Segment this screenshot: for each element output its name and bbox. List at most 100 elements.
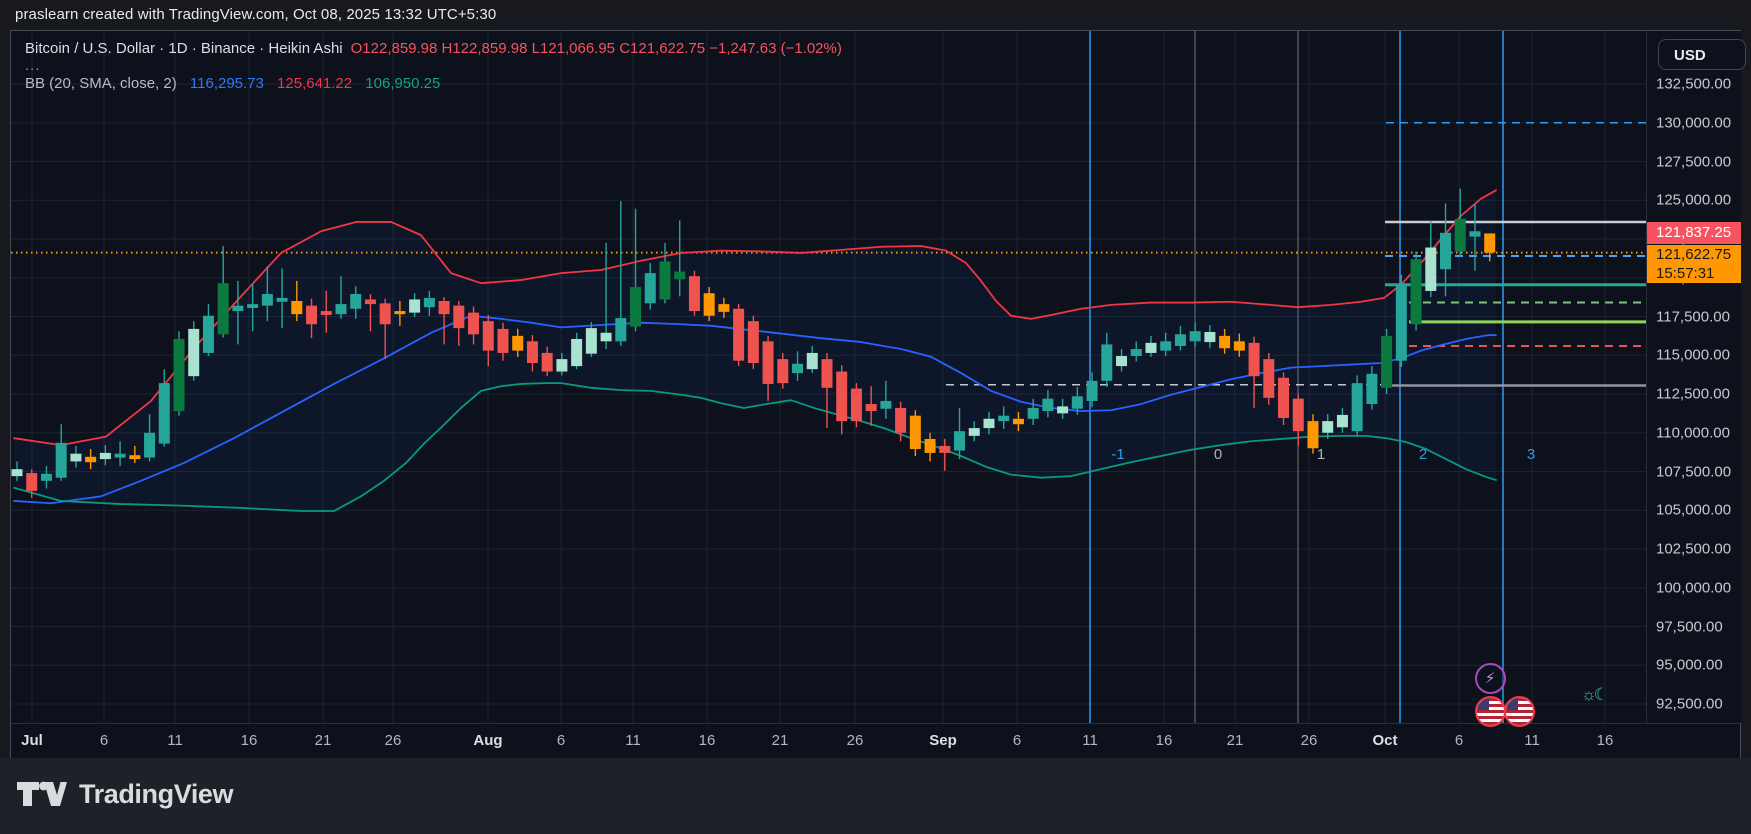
candle[interactable] xyxy=(718,297,730,319)
candle[interactable] xyxy=(998,406,1010,429)
candle[interactable] xyxy=(880,380,892,419)
candle[interactable] xyxy=(644,263,656,310)
candle[interactable] xyxy=(1322,414,1334,439)
candle[interactable] xyxy=(1248,336,1260,408)
candle[interactable] xyxy=(40,466,52,489)
candle[interactable] xyxy=(1130,341,1142,362)
candle[interactable] xyxy=(1263,352,1275,405)
bb-indicator-label[interactable]: BB (20, SMA, close, 2) xyxy=(25,75,177,92)
candle[interactable] xyxy=(129,445,141,463)
candle[interactable] xyxy=(1233,333,1245,357)
candle[interactable] xyxy=(1189,322,1201,347)
candle[interactable] xyxy=(1101,332,1113,388)
price-axis[interactable]: USD 121,837.25 121,622.75 15:57:31 132,5… xyxy=(1646,31,1746,723)
candle[interactable] xyxy=(55,424,67,481)
candle[interactable] xyxy=(1292,393,1304,446)
sun-moon-icon[interactable]: ☼☾ xyxy=(1581,685,1609,704)
candle[interactable] xyxy=(688,270,700,316)
candle[interactable] xyxy=(1425,221,1437,298)
candle[interactable] xyxy=(762,335,774,401)
candle[interactable] xyxy=(983,411,995,435)
symbol-title-row[interactable]: Bitcoin / U.S. Dollar · 1D · Binance · H… xyxy=(25,38,842,59)
candle[interactable] xyxy=(939,438,951,471)
candle[interactable] xyxy=(291,280,303,322)
candle[interactable] xyxy=(1012,411,1024,432)
candle[interactable] xyxy=(70,445,82,468)
chart-plot-area[interactable]: -1 0 1 2 3 Bitcoin / U.S. Dollar · 1D · Bina… xyxy=(11,31,1646,727)
candle[interactable] xyxy=(247,283,259,332)
candle[interactable] xyxy=(541,346,553,377)
lightning-event-icon[interactable]: ⚡ xyxy=(1474,662,1506,694)
bb-upper-line[interactable] xyxy=(13,189,1497,447)
candle[interactable] xyxy=(968,421,980,442)
candle[interactable] xyxy=(865,386,877,426)
candle[interactable] xyxy=(526,335,538,372)
candle[interactable] xyxy=(202,304,214,357)
candle[interactable] xyxy=(1440,203,1452,297)
candle[interactable] xyxy=(144,414,156,462)
candle[interactable] xyxy=(1366,366,1378,410)
candle[interactable] xyxy=(1071,387,1083,415)
candle[interactable] xyxy=(188,321,200,381)
candle[interactable] xyxy=(600,242,612,350)
candle[interactable] xyxy=(836,365,848,435)
candle[interactable] xyxy=(306,298,318,339)
candle[interactable] xyxy=(1042,390,1054,418)
candle[interactable] xyxy=(909,410,921,456)
candle[interactable] xyxy=(747,315,759,370)
candle[interactable] xyxy=(556,352,568,376)
candle[interactable] xyxy=(468,306,480,345)
candle[interactable] xyxy=(1381,328,1393,394)
candle[interactable] xyxy=(1057,398,1069,419)
candle[interactable] xyxy=(1395,274,1407,367)
candle[interactable] xyxy=(512,328,524,357)
candle[interactable] xyxy=(615,201,627,346)
candle[interactable] xyxy=(320,290,332,333)
candle[interactable] xyxy=(1145,335,1157,357)
candle[interactable] xyxy=(261,266,273,322)
candle[interactable] xyxy=(26,469,38,498)
candle[interactable] xyxy=(232,280,244,345)
candle[interactable] xyxy=(173,331,185,416)
candle[interactable] xyxy=(453,301,465,346)
candle[interactable] xyxy=(423,290,435,316)
candle[interactable] xyxy=(571,332,583,370)
candle[interactable] xyxy=(954,407,966,460)
candle[interactable] xyxy=(482,314,494,367)
candle[interactable] xyxy=(1336,407,1348,433)
candle[interactable] xyxy=(394,301,406,326)
candle[interactable] xyxy=(821,352,833,429)
candle[interactable] xyxy=(585,321,597,357)
candle[interactable] xyxy=(1278,372,1290,425)
candle[interactable] xyxy=(895,401,907,442)
candle[interactable] xyxy=(777,352,789,389)
candle[interactable] xyxy=(1027,398,1039,425)
candle[interactable] xyxy=(1469,204,1481,271)
candle[interactable] xyxy=(792,351,804,381)
candle[interactable] xyxy=(364,294,376,332)
candle[interactable] xyxy=(350,286,362,319)
tradingview-brand[interactable]: TradingView xyxy=(17,778,234,810)
candle[interactable] xyxy=(850,383,862,428)
us-flag-event-icon[interactable] xyxy=(1474,695,1506,727)
candle[interactable] xyxy=(1086,372,1098,408)
candle[interactable] xyxy=(1116,349,1128,372)
candle[interactable] xyxy=(217,245,229,338)
bb-basis-line[interactable] xyxy=(13,314,1497,505)
candle[interactable] xyxy=(438,297,450,345)
candle[interactable] xyxy=(99,445,111,466)
chart-canvas[interactable]: -1 0 1 2 3 xyxy=(11,31,1646,723)
candle[interactable] xyxy=(379,298,391,360)
candle[interactable] xyxy=(1351,375,1363,437)
candle[interactable] xyxy=(733,304,745,367)
legend-more-row[interactable]: ... xyxy=(25,57,41,74)
candle[interactable] xyxy=(1307,414,1319,454)
candle[interactable] xyxy=(630,208,642,332)
us-flag-event-icon[interactable] xyxy=(1503,695,1535,727)
candle[interactable] xyxy=(85,449,97,470)
candle[interactable] xyxy=(1484,233,1496,262)
candle[interactable] xyxy=(1219,328,1231,354)
candle[interactable] xyxy=(1174,325,1186,351)
candle[interactable] xyxy=(158,369,170,447)
candle[interactable] xyxy=(924,432,936,462)
